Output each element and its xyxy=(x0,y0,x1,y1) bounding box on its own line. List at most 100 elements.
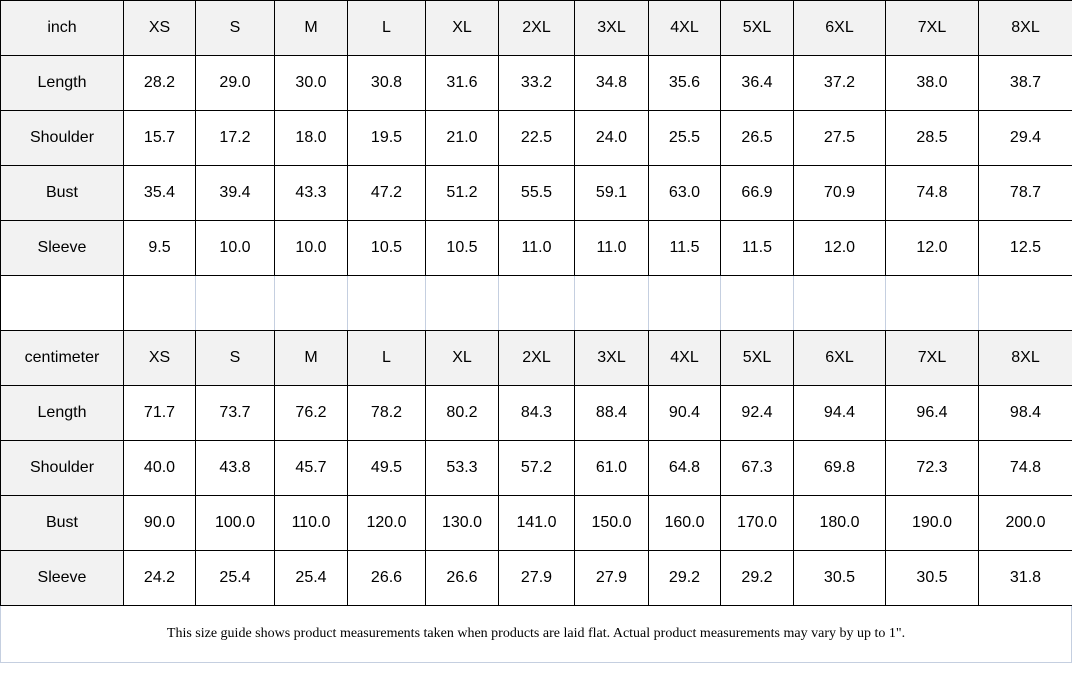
size-header: S xyxy=(195,330,275,386)
measurement-value: 29.2 xyxy=(720,550,794,606)
measurement-value: 19.5 xyxy=(347,110,426,166)
measurement-value: 12.5 xyxy=(978,220,1072,276)
empty-cell xyxy=(885,275,979,331)
empty-cell xyxy=(648,275,721,331)
measurement-value: 36.4 xyxy=(720,55,794,111)
measurement-value: 57.2 xyxy=(498,440,575,496)
measurement-value: 10.5 xyxy=(425,220,499,276)
size-header: 2XL xyxy=(498,0,575,56)
measurement-value: 78.2 xyxy=(347,385,426,441)
size-header: 8XL xyxy=(978,330,1072,386)
size-header: L xyxy=(347,0,426,56)
empty-cell xyxy=(720,275,794,331)
measurement-label: Sleeve xyxy=(0,550,124,606)
empty-cell xyxy=(793,275,886,331)
size-header: 4XL xyxy=(648,330,721,386)
measurement-value: 24.0 xyxy=(574,110,649,166)
measurement-label: Bust xyxy=(0,495,124,551)
measurement-value: 29.0 xyxy=(195,55,275,111)
measurement-value: 30.5 xyxy=(885,550,979,606)
measurement-value: 43.3 xyxy=(274,165,348,221)
size-header: 2XL xyxy=(498,330,575,386)
measurement-value: 90.0 xyxy=(123,495,196,551)
table-row: Sleeve 9.5 10.0 10.0 10.5 10.5 11.0 11.0 11.5 11.… xyxy=(0,220,1072,276)
measurement-value: 38.0 xyxy=(885,55,979,111)
measurement-value: 96.4 xyxy=(885,385,979,441)
measurement-value: 110.0 xyxy=(274,495,348,551)
measurement-value: 150.0 xyxy=(574,495,649,551)
measurement-label: Length xyxy=(0,385,124,441)
empty-cell xyxy=(978,275,1072,331)
measurement-value: 11.0 xyxy=(498,220,575,276)
measurement-value: 30.8 xyxy=(347,55,426,111)
measurement-value: 26.5 xyxy=(720,110,794,166)
measurement-value: 30.5 xyxy=(793,550,886,606)
measurement-value: 64.8 xyxy=(648,440,721,496)
measurement-value: 88.4 xyxy=(574,385,649,441)
size-chart-table: inch XS S M L XL 2XL 3XL 4XL 5XL 6XL 7XL 8XL Length 28… xyxy=(0,0,1072,606)
measurement-value: 160.0 xyxy=(648,495,721,551)
measurement-value: 69.8 xyxy=(793,440,886,496)
measurement-value: 59.1 xyxy=(574,165,649,221)
measurement-label: Shoulder xyxy=(0,110,124,166)
empty-cell xyxy=(498,275,575,331)
table-row: Shoulder 15.7 17.2 18.0 19.5 21.0 22.5 24.0 25.5… xyxy=(0,110,1072,166)
measurement-value: 72.3 xyxy=(885,440,979,496)
measurement-value: 11.0 xyxy=(574,220,649,276)
table-row: Bust 35.4 39.4 43.3 47.2 51.2 55.5 59.1 63.0 66.9… xyxy=(0,165,1072,221)
measurement-value: 33.2 xyxy=(498,55,575,111)
table-row: Bust 90.0 100.0 110.0 120.0 130.0 141.0 150.0 16… xyxy=(0,495,1072,551)
measurement-value: 76.2 xyxy=(274,385,348,441)
measurement-value: 98.4 xyxy=(978,385,1072,441)
size-header: XL xyxy=(425,330,499,386)
table-row: Shoulder 40.0 43.8 45.7 49.5 53.3 57.2 61.0 64.8… xyxy=(0,440,1072,496)
measurement-value: 25.4 xyxy=(274,550,348,606)
table-row: Length 71.7 73.7 76.2 78.2 80.2 84.3 88.4 90.4 92… xyxy=(0,385,1072,441)
measurement-value: 18.0 xyxy=(274,110,348,166)
measurement-value: 17.2 xyxy=(195,110,275,166)
header-row: inch XS S M L XL 2XL 3XL 4XL 5XL 6XL 7XL 8XL xyxy=(0,0,1072,56)
measurement-value: 49.5 xyxy=(347,440,426,496)
measurement-value: 27.9 xyxy=(498,550,575,606)
measurement-value: 29.4 xyxy=(978,110,1072,166)
empty-cell xyxy=(195,275,275,331)
unit-label: inch xyxy=(0,0,124,56)
measurement-value: 12.0 xyxy=(885,220,979,276)
measurement-value: 10.0 xyxy=(195,220,275,276)
size-header: XL xyxy=(425,0,499,56)
size-header: S xyxy=(195,0,275,56)
measurement-value: 40.0 xyxy=(123,440,196,496)
size-header: L xyxy=(347,330,426,386)
measurement-label: Length xyxy=(0,55,124,111)
empty-cell xyxy=(274,275,348,331)
measurement-value: 11.5 xyxy=(648,220,721,276)
size-header: 6XL xyxy=(793,330,886,386)
measurement-value: 73.7 xyxy=(195,385,275,441)
size-header: XS xyxy=(123,330,196,386)
measurement-value: 43.8 xyxy=(195,440,275,496)
size-header: M xyxy=(274,0,348,56)
empty-cell xyxy=(347,275,426,331)
measurement-value: 11.5 xyxy=(720,220,794,276)
measurement-value: 94.4 xyxy=(793,385,886,441)
measurement-value: 200.0 xyxy=(978,495,1072,551)
measurement-value: 31.6 xyxy=(425,55,499,111)
measurement-value: 80.2 xyxy=(425,385,499,441)
measurement-value: 70.9 xyxy=(793,165,886,221)
measurement-value: 63.0 xyxy=(648,165,721,221)
measurement-value: 170.0 xyxy=(720,495,794,551)
measurement-value: 10.0 xyxy=(274,220,348,276)
measurement-value: 26.6 xyxy=(425,550,499,606)
measurement-value: 27.9 xyxy=(574,550,649,606)
measurement-value: 15.7 xyxy=(123,110,196,166)
measurement-value: 27.5 xyxy=(793,110,886,166)
empty-cell xyxy=(123,275,196,331)
measurement-value: 25.4 xyxy=(195,550,275,606)
measurement-value: 39.4 xyxy=(195,165,275,221)
measurement-value: 31.8 xyxy=(978,550,1072,606)
header-row: centimeter XS S M L XL 2XL 3XL 4XL 5XL 6XL 7XL 8XL xyxy=(0,330,1072,386)
measurement-value: 66.9 xyxy=(720,165,794,221)
spacer-row xyxy=(0,275,1072,331)
size-header: M xyxy=(274,330,348,386)
measurement-label: Sleeve xyxy=(0,220,124,276)
